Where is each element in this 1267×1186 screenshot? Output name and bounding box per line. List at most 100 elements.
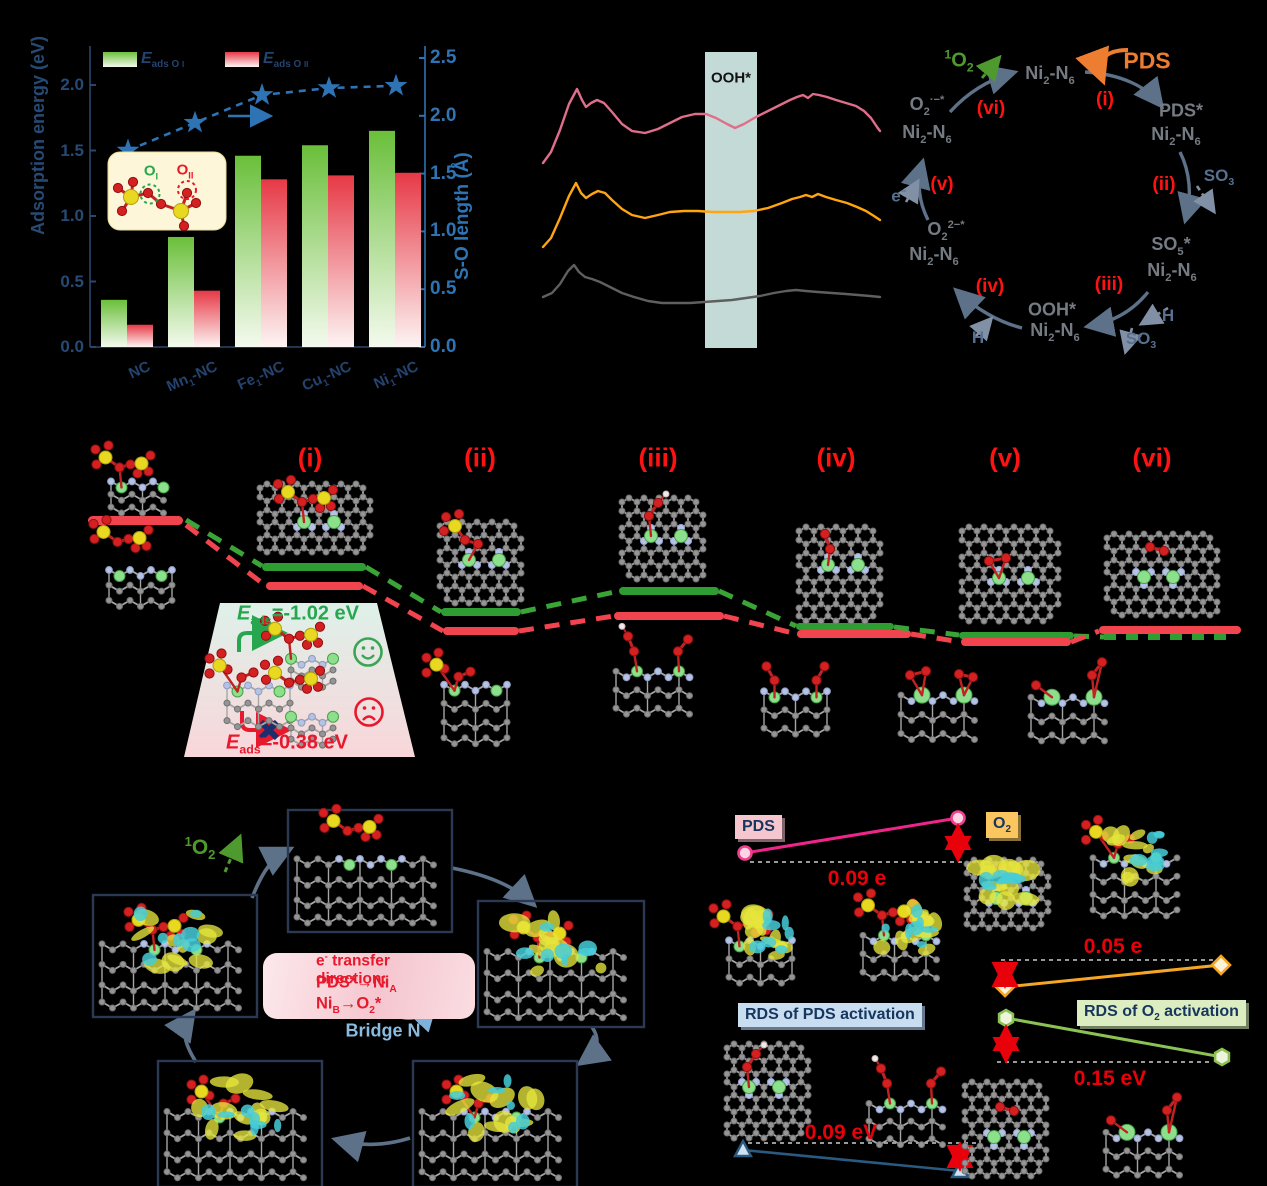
molecular-structure-e-top-box bbox=[286, 803, 454, 934]
o2-tag: O2 bbox=[986, 812, 1018, 839]
o2-transfer-value: 0.05 e bbox=[1083, 935, 1143, 958]
energy-level-bar bbox=[262, 563, 366, 571]
cycle-species-o2-radical: O2·−* bbox=[909, 94, 945, 118]
molecular-structure-path-vi-b bbox=[1027, 657, 1109, 745]
molecular-structure-f-ooh-top bbox=[723, 1040, 812, 1142]
energy-level-bar bbox=[443, 627, 519, 635]
inset-o2-label: OII bbox=[176, 161, 194, 181]
molecular-structure-path-iii-b bbox=[612, 622, 694, 718]
axis-tick: 2.0 bbox=[430, 104, 457, 126]
energy-level-bar bbox=[614, 612, 724, 620]
molecular-structure-path-i bbox=[256, 474, 374, 556]
spectra-panel bbox=[541, 52, 882, 348]
cycle-species-ni2n6: Ni2-N6 bbox=[1025, 63, 1075, 87]
o2-transfer-line bbox=[1004, 963, 1222, 989]
cycle-species-ni2n6: Ni2-N6 bbox=[909, 244, 959, 268]
electron-transfer-title: e- transfer direction: bbox=[316, 951, 390, 988]
cycle-species-ni2n6: Ni2-N6 bbox=[1151, 124, 1201, 148]
molecular-structure-path-start-bot bbox=[88, 514, 176, 610]
pds-tag: PDS bbox=[735, 815, 782, 840]
axis-tick: 0.5 bbox=[430, 278, 457, 300]
molecular-structure-f-cd-o2 bbox=[963, 854, 1052, 932]
pds-transfer-value: 0.09 e bbox=[827, 867, 887, 890]
axis-tick: 0.0 bbox=[60, 337, 84, 356]
pds-transfer-line bbox=[744, 816, 959, 855]
cycle-so3-out-2: SO3 bbox=[1125, 328, 1157, 352]
cycle-h-in-2: H bbox=[971, 328, 985, 347]
cycle-species-so5-star: SO5* bbox=[1151, 234, 1191, 258]
trace-bottom bbox=[541, 263, 882, 305]
cycle-step-ii: (ii) bbox=[1152, 174, 1176, 195]
electron-transfer-box: e- transfer direction: PDS*→NiA NiB→O2* bbox=[263, 951, 475, 1019]
axis-tick: 0.5 bbox=[60, 271, 84, 291]
cycle-electron-in: e− bbox=[891, 185, 907, 206]
energy-level-bar bbox=[619, 587, 719, 595]
molecular-structure-path-ii bbox=[436, 508, 525, 607]
frowny-face-icon bbox=[354, 697, 384, 727]
eads-bad-value: Eads=-0.38 eV bbox=[226, 731, 348, 757]
trace-top bbox=[541, 87, 882, 165]
energy-level-bar bbox=[441, 608, 521, 616]
singlet-o2-label: 1O2 bbox=[184, 833, 216, 863]
legend-eads-o1: Eads O I bbox=[141, 50, 185, 71]
axis-tick: 2.0 bbox=[60, 75, 84, 94]
molecular-structure-f-cd-l1 bbox=[708, 899, 796, 987]
molecular-structure-f-cd-l2 bbox=[852, 888, 943, 982]
cycle-step-iii: (iii) bbox=[1094, 274, 1124, 295]
cycle-singlet-o2: 1O2 bbox=[944, 47, 974, 75]
axis-tick: 1.5 bbox=[60, 140, 84, 160]
molecular-structure-e-left-box bbox=[91, 893, 259, 1019]
cycle-step-vi: (vi) bbox=[976, 98, 1006, 119]
axis-tick: 2.5 bbox=[430, 47, 457, 68]
rds-pds-tag: RDS of PDS activation bbox=[738, 1003, 922, 1028]
molecular-structure-path-v-b bbox=[897, 666, 979, 744]
molecular-structure-inset-main bbox=[204, 648, 294, 731]
energy-level-bar bbox=[266, 582, 363, 590]
molecular-structure-e-bottom-right-box bbox=[411, 1059, 579, 1186]
cycle-step-v: (v) bbox=[930, 174, 954, 195]
molecular-structure-path-ii-b bbox=[421, 647, 511, 748]
cycle-species-ooh-star: OOH* bbox=[1027, 299, 1077, 320]
pathway-step-(iii): (iii) bbox=[638, 442, 678, 473]
cycle-species-ni2n6: Ni2-N6 bbox=[1147, 260, 1197, 284]
band-label-ooh: OOH* bbox=[710, 69, 752, 87]
molecular-structure-inset-bad bbox=[259, 655, 339, 749]
axis-tick: 1.0 bbox=[430, 220, 457, 242]
axis-tick: 1.0 bbox=[60, 206, 84, 225]
cycle-so3-out: SO3 bbox=[1203, 165, 1235, 189]
ooh-band bbox=[705, 52, 757, 348]
molecular-structure-e-right-box bbox=[476, 899, 646, 1029]
molecular-structure-f-cd-right bbox=[1080, 814, 1181, 920]
molecular-structure-f-ooh-o2-side bbox=[865, 1054, 947, 1149]
inset-o1-label: OI bbox=[143, 162, 159, 182]
axis-tick: 0.0 bbox=[430, 336, 457, 357]
molecular-structure-f-o2-bridge bbox=[1102, 1092, 1184, 1179]
molecular-structure-path-iii bbox=[618, 490, 707, 583]
bars-eads-o2 bbox=[127, 172, 421, 347]
cycle-h-in: H bbox=[1161, 306, 1175, 325]
molecular-structure-path-start-top bbox=[90, 440, 170, 517]
good-path-arrow bbox=[237, 615, 288, 652]
molecular-structure-f-o2-top bbox=[961, 1078, 1050, 1180]
energy-level-bar bbox=[1099, 626, 1241, 634]
molecular-structure-path-v bbox=[958, 523, 1062, 625]
molecular-structure-inset-good bbox=[259, 611, 339, 691]
energy-level-bar bbox=[797, 630, 911, 638]
cycle-species-ni2n6: Ni2-N6 bbox=[1030, 320, 1080, 344]
energy-level-bar bbox=[796, 623, 894, 630]
molecular-structure-e-bottom-left-box bbox=[156, 1059, 324, 1186]
eads-good-value: Eads=-1.02 eV bbox=[237, 602, 359, 628]
molecular-structure-path-iv-b bbox=[760, 661, 831, 738]
pathway-step-(vi): (vi) bbox=[1132, 442, 1172, 473]
bars-eads-o1 bbox=[101, 130, 395, 347]
bad-path-arrow bbox=[240, 711, 292, 748]
persulfate-inset bbox=[107, 151, 227, 232]
energy-level-bar bbox=[961, 638, 1071, 646]
molecular-structure-path-vi bbox=[1103, 530, 1221, 619]
pathway-step-(iv): (iv) bbox=[816, 442, 856, 473]
rds-pds-line bbox=[742, 1148, 961, 1173]
energy-level-bar bbox=[959, 632, 1074, 639]
pathway-step-(i): (i) bbox=[297, 442, 323, 473]
